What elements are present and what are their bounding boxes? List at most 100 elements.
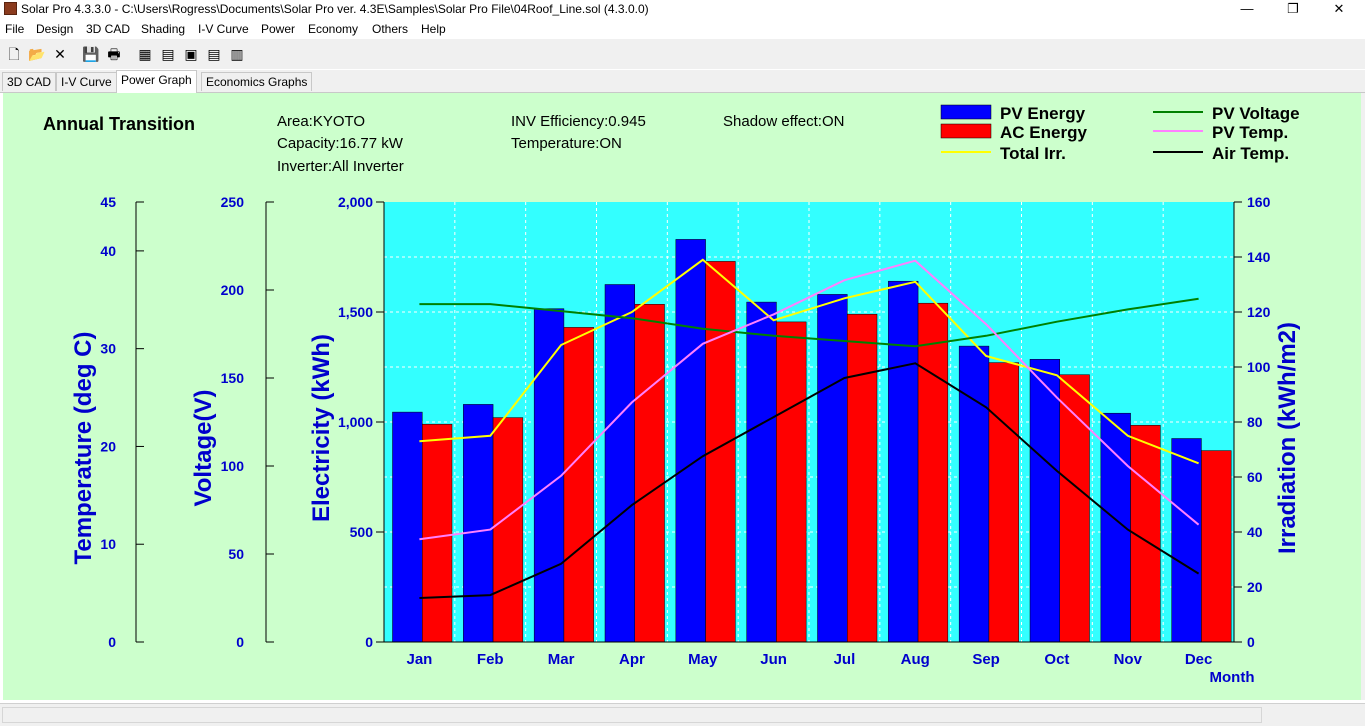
right-edge-strip	[1361, 93, 1365, 700]
menu-iv-curve[interactable]: I-V Curve	[198, 22, 249, 36]
legend-pv-energy-label: PV Energy	[1000, 104, 1086, 123]
pv-energy-bar-sep	[958, 345, 990, 643]
irradiation-tick-label: 20	[1247, 579, 1263, 595]
status-cell	[2, 707, 1262, 723]
month-label-feb: Feb	[477, 651, 504, 668]
irradiation-tick-label: 80	[1247, 414, 1263, 430]
month-label-may: May	[688, 651, 718, 668]
voltage-tick-label: 100	[221, 458, 245, 474]
menu-shading[interactable]: Shading	[141, 22, 186, 36]
pv-energy-bar-jul	[817, 294, 848, 643]
tab-economics-graphs[interactable]: Economics Graphs	[201, 72, 313, 91]
menu-others[interactable]: Others	[372, 22, 409, 36]
voltage-tick-label: 150	[221, 370, 245, 386]
irradiation-tick-label: 160	[1247, 194, 1271, 210]
month-label-aug: Aug	[901, 651, 930, 668]
save-icon[interactable]: 💾	[82, 46, 100, 62]
irradiation-tick-label: 120	[1247, 304, 1271, 320]
month-label-dec: Dec	[1185, 651, 1213, 668]
temperature-tick-label: 40	[100, 243, 116, 259]
irradiation-axis-title: Irradiation (kWh/m2)	[1274, 322, 1301, 554]
ac-energy-bar-jan	[422, 423, 453, 643]
temperature-axis-title: Temperature (deg C)	[70, 332, 97, 565]
voltage-tick-label: 0	[236, 634, 244, 650]
pv-energy-bar-oct	[1029, 359, 1060, 643]
inverter-label: Inverter:All Inverter	[277, 158, 404, 175]
electricity-tick-label: 500	[350, 524, 374, 540]
menu-design[interactable]: Design	[36, 22, 74, 36]
minimize-button[interactable]: —	[1240, 1, 1254, 16]
ac-energy-bar-aug	[917, 302, 949, 643]
tab-iv-curve[interactable]: I-V Curve	[56, 72, 117, 91]
total-irr-line	[419, 258, 1199, 465]
electricity-tick-label: 1,500	[338, 304, 373, 320]
voltage-tick-label: 200	[221, 282, 245, 298]
report-icon[interactable]: ▤	[207, 46, 221, 62]
electricity-axis-title: Electricity (kWh)	[308, 334, 335, 522]
menu-economy[interactable]: Economy	[308, 22, 359, 36]
print-icon[interactable]: 🖶	[107, 46, 121, 62]
inv-efficiency-label: INV Efficiency:0.945	[511, 113, 646, 130]
new-file-icon[interactable]: 🗋	[8, 46, 20, 62]
legend-ac-energy-swatch	[940, 123, 992, 139]
shadow-effect-label: Shadow effect:ON	[723, 113, 844, 130]
legend-pv-temp-label: PV Temp.	[1212, 123, 1288, 142]
pv-energy-bar-apr	[604, 284, 635, 643]
maximize-button[interactable]: ❐	[1287, 1, 1299, 16]
window-title: Solar Pro 4.3.3.0 - C:\Users\Rogress\Doc…	[21, 2, 649, 16]
ac-energy-bar-apr	[634, 304, 665, 643]
menu-file[interactable]: File	[5, 22, 25, 36]
irradiation-tick-label: 140	[1247, 249, 1271, 265]
title-bar: Solar Pro 4.3.3.0 - C:\Users\Rogress\Doc…	[0, 0, 1365, 19]
open-folder-icon[interactable]: 📂	[28, 46, 46, 62]
pv-energy-bar-feb	[463, 404, 494, 643]
month-label-jun: Jun	[760, 651, 787, 668]
electricity-tick-label: 2,000	[338, 194, 373, 210]
electricity-tick-label: 0	[365, 634, 373, 650]
menu-bar: File Design 3D CAD Shading I-V Curve Pow…	[0, 19, 1365, 39]
ac-energy-bar-mar	[563, 327, 594, 643]
temperature-tick-label: 10	[100, 536, 116, 552]
month-label-jan: Jan	[406, 651, 432, 668]
list-icon[interactable]: ▥	[230, 46, 244, 62]
irradiation-tick-label: 60	[1247, 469, 1263, 485]
temperature-tick-label: 45	[100, 194, 116, 210]
status-bar	[0, 703, 1365, 726]
chart-heading: Annual Transition	[43, 114, 195, 134]
ac-energy-bar-oct	[1059, 374, 1090, 643]
ac-energy-bar-jun	[776, 321, 807, 643]
menu-help[interactable]: Help	[421, 22, 446, 36]
toolbar: 🗋 📂 ✕ 💾 🖶 ▦ ▤ ▣ ▤ ▥	[0, 39, 1365, 69]
tab-3d-cad[interactable]: 3D CAD	[2, 72, 57, 91]
electricity-tick-label: 1,000	[338, 414, 373, 430]
voltage-axis-title: Voltage(V)	[190, 390, 217, 507]
irradiation-tick-label: 40	[1247, 524, 1263, 540]
app-icon	[4, 2, 17, 15]
pv-energy-bar-jan	[392, 411, 423, 643]
tab-power-graph[interactable]: Power Graph	[116, 70, 197, 93]
pv-energy-bar-mar	[533, 308, 565, 643]
pv-voltage-line	[419, 297, 1199, 348]
pv-energy-bar-jun	[746, 301, 777, 643]
temperature-tick-label: 30	[100, 341, 116, 357]
table-view-icon[interactable]: ▤	[161, 46, 175, 62]
chart-view-icon[interactable]: ▦	[138, 46, 152, 62]
irradiation-tick-label: 0	[1247, 634, 1255, 650]
month-label-jul: Jul	[834, 651, 856, 668]
menu-power[interactable]: Power	[261, 22, 296, 36]
image-view-icon[interactable]: ▣	[184, 46, 198, 62]
ac-energy-bar-jul	[847, 313, 878, 643]
irradiation-tick-label: 100	[1247, 359, 1271, 375]
legend-air-temp-label: Air Temp.	[1212, 144, 1289, 163]
menu-3d-cad[interactable]: 3D CAD	[86, 22, 131, 36]
voltage-tick-label: 250	[221, 194, 245, 210]
pv-energy-bar-may	[675, 239, 706, 643]
close-button[interactable]: ✕	[1333, 1, 1345, 16]
pv-energy-bar-dec	[1171, 438, 1202, 643]
annual-transition-chart: Annual Transition Area:KYOTO Capacity:16…	[43, 104, 1301, 686]
ac-energy-bar-sep	[988, 362, 1019, 643]
cut-icon[interactable]: ✕	[54, 46, 66, 62]
x-axis-title: Month	[1210, 669, 1255, 686]
month-label-nov: Nov	[1114, 651, 1143, 668]
legend-pv-energy-swatch	[940, 104, 992, 120]
